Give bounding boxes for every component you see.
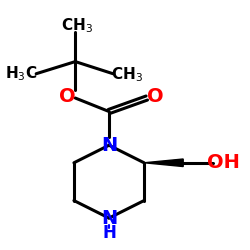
Text: CH$_3$: CH$_3$ xyxy=(110,66,142,84)
Text: N: N xyxy=(101,208,117,228)
Text: OH: OH xyxy=(207,153,240,172)
Text: CH$_3$: CH$_3$ xyxy=(61,16,92,34)
Text: H: H xyxy=(102,224,116,242)
Text: N: N xyxy=(101,136,117,155)
Polygon shape xyxy=(144,159,183,166)
Text: O: O xyxy=(146,87,163,106)
Text: H$_3$C: H$_3$C xyxy=(5,64,38,83)
Text: O: O xyxy=(59,87,76,106)
